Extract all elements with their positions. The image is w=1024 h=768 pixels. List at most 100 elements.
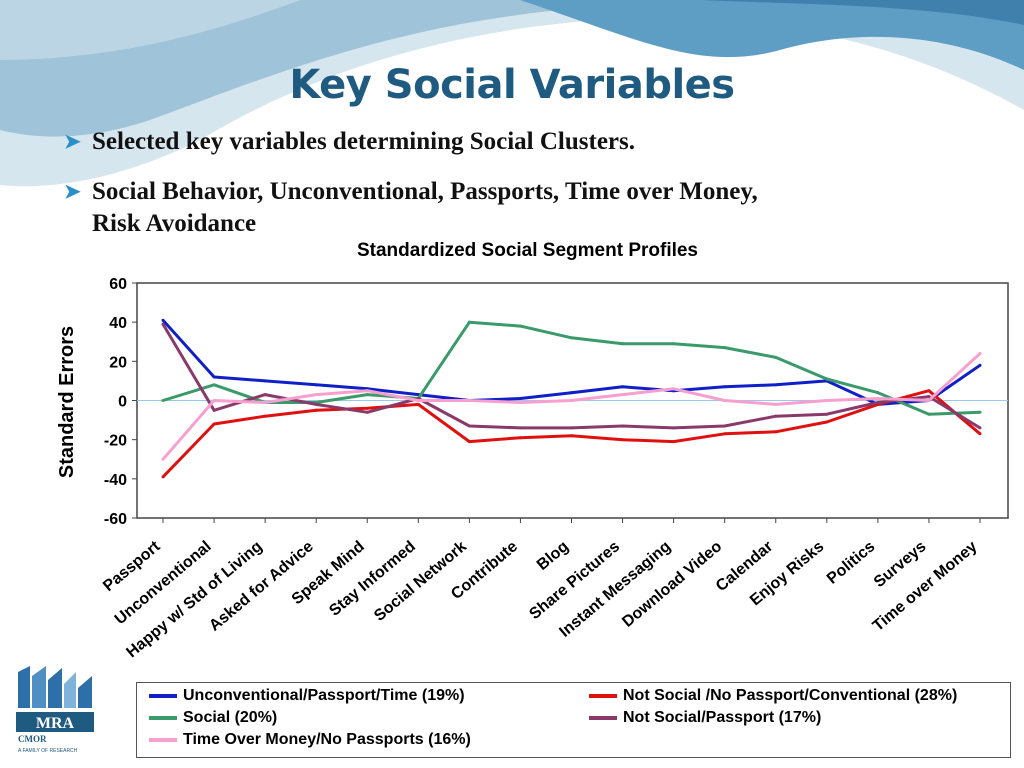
data-point	[978, 352, 982, 355]
data-point	[263, 414, 267, 418]
data-point	[161, 457, 165, 461]
y-tick-label: -20	[104, 433, 127, 450]
data-point	[314, 393, 318, 397]
chart-title: Standardized Social Segment Profiles	[356, 240, 699, 261]
x-tick-label: Social Network	[371, 538, 470, 625]
data-point	[212, 399, 216, 402]
data-point	[263, 400, 267, 404]
legend-label: Not Social/Passport (17%)	[623, 709, 822, 726]
logo-text: MRA	[36, 715, 75, 732]
data-point	[467, 440, 471, 444]
bullet-2-text: Social Behavior, Unconventional, Passpor…	[92, 178, 758, 205]
data-point	[774, 402, 778, 406]
data-point	[314, 408, 318, 412]
legend-swatch	[149, 715, 177, 720]
data-point	[672, 342, 676, 346]
legend-label: Not Social /No Passport/Conventional (28…	[623, 687, 958, 704]
x-tick-label: Stay Informed	[326, 538, 419, 620]
data-point	[570, 399, 573, 402]
data-point	[518, 324, 522, 328]
data-point	[621, 424, 625, 428]
data-point	[570, 391, 573, 395]
data-point	[467, 424, 471, 428]
data-point	[774, 355, 778, 359]
data-point	[263, 379, 267, 383]
data-point	[365, 406, 369, 410]
data-point	[978, 410, 982, 414]
legend-swatch	[589, 693, 617, 698]
data-point	[774, 383, 778, 387]
bullet-2-text-line2: Risk Avoidance	[92, 210, 257, 237]
legend-swatch	[589, 715, 617, 720]
bullet-1-text: Selected key variables determining Socia…	[92, 128, 635, 155]
data-point	[365, 393, 369, 397]
data-point	[365, 410, 369, 414]
data-point	[212, 422, 216, 426]
data-point	[365, 389, 369, 393]
data-point	[518, 397, 522, 401]
legend-item: Time Over Money/No Passports (16%)	[149, 731, 471, 749]
data-point	[774, 430, 778, 434]
data-point	[518, 436, 522, 440]
data-point	[621, 393, 625, 397]
data-point	[212, 375, 216, 379]
data-point	[467, 399, 471, 402]
legend-item: Social (20%)	[149, 709, 277, 727]
data-point	[161, 318, 165, 322]
data-point	[723, 432, 727, 436]
bullet-1: ➤ Selected key variables determining Soc…	[64, 126, 964, 160]
data-point	[978, 432, 982, 436]
data-point	[978, 363, 982, 367]
data-point	[314, 402, 318, 406]
y-tick-label: -40	[104, 472, 127, 489]
data-point	[927, 389, 931, 393]
data-point	[621, 438, 625, 442]
data-point	[723, 346, 727, 350]
x-tick-label: Share Pictures	[526, 538, 623, 623]
logo-sub: CMOR	[18, 734, 47, 744]
bullet-2: ➤ Social Behavior, Unconventional, Passp…	[64, 176, 964, 246]
data-point	[978, 426, 982, 430]
y-tick-label: 20	[109, 354, 127, 371]
data-point	[927, 399, 931, 402]
y-tick-label: -60	[104, 511, 127, 528]
bullet-arrow-icon: ➤	[64, 131, 81, 153]
data-point	[672, 387, 676, 391]
data-point	[672, 440, 676, 444]
y-tick-label: 60	[109, 276, 127, 293]
y-tick-label: 0	[118, 394, 127, 411]
data-point	[263, 393, 267, 397]
data-point	[621, 385, 625, 389]
legend-swatch	[149, 693, 177, 698]
chart-legend: Unconventional/Passport/Time (19%) Not So…	[136, 682, 1011, 758]
background-swoosh	[0, 0, 1024, 187]
data-point	[927, 412, 931, 416]
data-point	[825, 377, 829, 381]
data-point	[723, 385, 727, 389]
data-point	[876, 391, 880, 395]
bullet-arrow-icon: ➤	[64, 181, 81, 203]
legend-item: Unconventional/Passport/Time (19%)	[149, 687, 465, 705]
data-point	[876, 397, 880, 401]
legend-item: Not Social/Passport (17%)	[589, 709, 821, 727]
data-point	[672, 426, 676, 430]
data-point	[621, 342, 625, 346]
data-point	[416, 402, 420, 406]
legend-swatch	[149, 737, 177, 742]
data-point	[825, 412, 829, 416]
data-point	[467, 320, 471, 324]
data-point	[570, 426, 573, 430]
slide-title: Key Social Variables	[289, 62, 735, 108]
data-point	[416, 399, 420, 402]
data-point	[723, 399, 727, 402]
legend-label: Time Over Money/No Passports (16%)	[183, 731, 471, 748]
data-point	[161, 322, 165, 326]
data-point	[570, 434, 573, 438]
y-tick-label: 40	[109, 315, 127, 332]
data-point	[212, 383, 216, 387]
legend-label: Social (20%)	[183, 709, 278, 726]
y-axis-label: Standard Errors	[56, 326, 78, 478]
x-tick-label: Politics	[824, 538, 879, 588]
data-point	[314, 383, 318, 387]
